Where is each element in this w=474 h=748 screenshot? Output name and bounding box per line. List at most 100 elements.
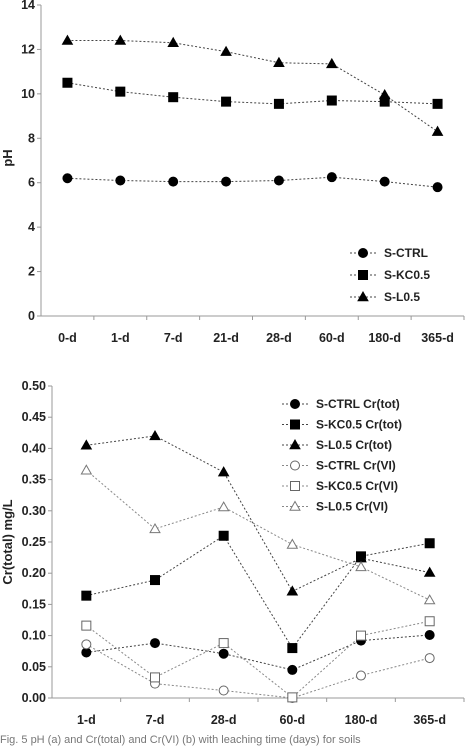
x-tick-label: 28-d xyxy=(211,713,237,727)
y-tick-label: 0 xyxy=(28,309,35,323)
data-point xyxy=(217,466,230,477)
y-tick-label: 10 xyxy=(21,87,35,101)
series-line xyxy=(86,620,430,699)
data-point xyxy=(423,566,436,577)
legend-label: S-CTRL Cr(tot) xyxy=(316,397,400,411)
data-point xyxy=(80,464,93,475)
legend-marker xyxy=(290,460,300,471)
legend-marker xyxy=(290,419,300,430)
data-point xyxy=(62,173,73,184)
series-line xyxy=(86,643,430,699)
legend: S-CTRL Cr(tot) S-KC0.5 Cr(tot) S-L0.5 Cr(t… xyxy=(282,397,402,514)
data-point xyxy=(424,629,435,640)
x-tick-label: 7-d xyxy=(164,331,183,345)
legend-marker xyxy=(290,399,300,409)
series-line xyxy=(86,535,430,649)
x-tick-label: 180-d xyxy=(345,713,378,727)
data-point xyxy=(115,175,126,186)
legend-label: S-L0.5 Cr(VI) xyxy=(316,500,388,514)
data-point xyxy=(326,172,337,183)
legend-label: S-KC0.5 Cr(tot) xyxy=(316,418,402,432)
data-point xyxy=(81,639,92,650)
series-line xyxy=(86,435,430,592)
y-tick-label: 0.10 xyxy=(22,629,46,643)
legend-label: S-L0.5 Cr(tot) xyxy=(316,438,392,452)
data-point xyxy=(287,664,298,675)
x-tick-label: 365-d xyxy=(413,713,446,727)
data-point xyxy=(287,692,298,703)
legend-marker xyxy=(358,270,368,280)
x-tick-label: 21-d xyxy=(213,331,239,345)
data-point xyxy=(432,98,443,109)
data-point xyxy=(149,429,161,441)
x-tick-label: 60-d xyxy=(319,331,345,345)
legend-label: S-L0.5 xyxy=(384,290,420,304)
data-point xyxy=(81,590,92,601)
series-line xyxy=(67,40,438,133)
x-tick-label: 0-d xyxy=(58,331,77,345)
series-3 xyxy=(81,639,435,703)
y-tick-label: 14 xyxy=(21,0,35,12)
data-point xyxy=(326,57,338,69)
x-tick-label: 28-d xyxy=(266,331,292,345)
series-2 xyxy=(61,34,444,136)
y-tick-label: 0.00 xyxy=(22,691,46,705)
data-point xyxy=(168,176,179,187)
legend-marker xyxy=(289,439,301,450)
legend-marker xyxy=(290,481,300,491)
series-0 xyxy=(62,172,443,193)
y-tick-label: 8 xyxy=(28,131,35,145)
data-point xyxy=(167,36,179,47)
data-point xyxy=(221,176,232,187)
data-point xyxy=(150,672,160,683)
data-point xyxy=(273,56,285,67)
y-tick-label: 12 xyxy=(21,42,35,56)
data-point xyxy=(379,176,390,187)
data-point xyxy=(273,98,284,109)
series-4 xyxy=(81,616,435,703)
data-point xyxy=(218,685,229,696)
data-point xyxy=(326,95,337,106)
data-point xyxy=(432,182,443,193)
y-tick-label: 0.45 xyxy=(22,410,46,424)
series-1 xyxy=(81,530,435,654)
data-point xyxy=(424,616,435,627)
series-line xyxy=(86,634,430,671)
x-tick-label: 60-d xyxy=(279,713,305,727)
series-0 xyxy=(81,629,435,675)
data-point xyxy=(378,89,391,100)
data-point xyxy=(168,92,179,103)
y-tick-label: 0.20 xyxy=(22,566,46,580)
legend-marker xyxy=(357,291,369,302)
data-point xyxy=(218,638,229,649)
data-point xyxy=(150,575,160,586)
data-point xyxy=(286,538,299,549)
data-point xyxy=(355,561,367,572)
y-tick-label: 6 xyxy=(28,176,35,190)
data-point xyxy=(218,530,229,541)
data-point xyxy=(80,439,93,450)
series-line xyxy=(86,469,430,601)
x-tick-label: 1-d xyxy=(77,713,96,727)
chart-b: 0.00 0.05 0.10 0.15 0.20 0.25 0.30 0.35 0.40 0.45… xyxy=(0,379,465,727)
data-point xyxy=(286,585,299,596)
data-point xyxy=(356,670,366,681)
y-tick-label: 0.30 xyxy=(22,504,46,518)
legend: S-CTRL S-KC0.5 S-L0.5 xyxy=(350,246,430,304)
data-point xyxy=(221,96,232,107)
data-point xyxy=(287,643,298,654)
legend-marker xyxy=(358,248,368,258)
chart-a: 0 2 4 6 8 10 12 14 0-d 1-d 7-d 21-d 28-d 60-d 180-d 365… xyxy=(0,0,465,345)
data-point xyxy=(423,594,436,605)
data-point xyxy=(150,638,160,649)
series-line xyxy=(67,176,438,188)
y-tick-label: 4 xyxy=(28,220,35,234)
legend-label: S-KC0.5 Cr(VI) xyxy=(316,479,398,493)
x-tick-label: 180-d xyxy=(368,331,401,345)
data-point xyxy=(62,77,73,88)
y-axis-label: Cr(total) mg/L xyxy=(0,499,15,584)
legend-label: S-CTRL xyxy=(384,246,428,260)
data-point xyxy=(114,34,127,45)
x-tick-label: 7-d xyxy=(146,713,165,727)
